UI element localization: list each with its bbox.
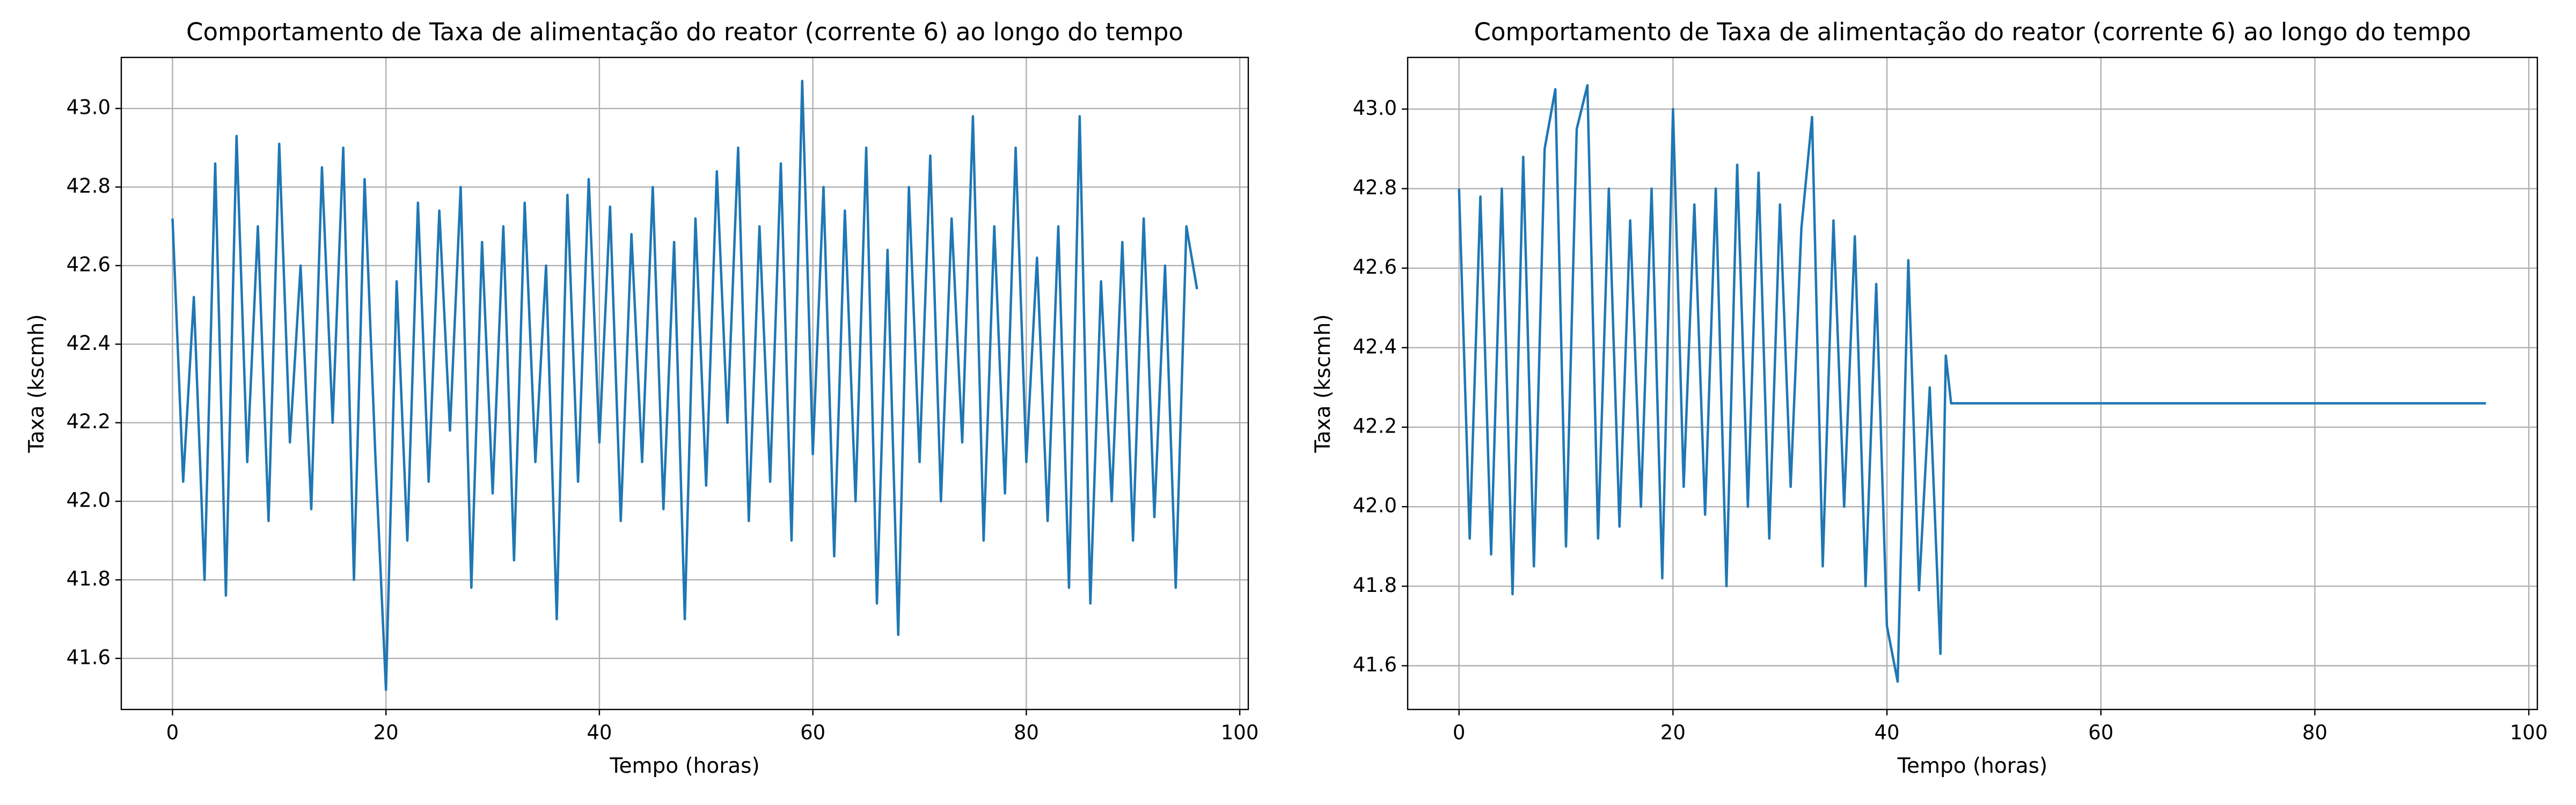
axes-frame: [1407, 56, 2538, 711]
x-tick-label: 0: [1453, 721, 1466, 744]
chart-title: Comportamento de Taxa de alimentação do …: [1474, 18, 2471, 46]
x-axis-label: Tempo (horas): [609, 754, 759, 778]
y-axis-label: Taxa (kscmh): [25, 314, 49, 453]
axes-frame: [120, 56, 1249, 711]
x-tick-label: 60: [800, 721, 825, 744]
y-tick-label: 43.0: [67, 96, 111, 119]
x-tick-label: 80: [1014, 721, 1039, 744]
y-tick-label: 42.8: [67, 174, 111, 197]
y-tick-label: 42.0: [1353, 494, 1397, 517]
y-tick-label: 41.8: [67, 567, 111, 590]
x-tick-label: 40: [1874, 721, 1899, 744]
y-tick-label: 42.8: [1353, 176, 1397, 199]
y-tick-label: 42.6: [67, 253, 111, 276]
y-tick-label: 42.2: [1353, 414, 1397, 437]
y-tick-label: 41.6: [67, 646, 111, 669]
y-tick-label: 42.4: [1353, 335, 1397, 358]
y-axis-label: Taxa (kscmh): [1311, 314, 1335, 453]
y-tick-label: 43.0: [1353, 97, 1397, 120]
x-tick-label: 100: [1221, 721, 1259, 744]
x-tick-label: 100: [2510, 721, 2548, 744]
y-tick-label: 42.2: [67, 410, 111, 433]
x-tick-label: 80: [2302, 721, 2328, 744]
y-tick-label: 42.6: [1353, 255, 1397, 279]
data-line: [1458, 84, 2486, 683]
x-tick-label: 20: [1660, 721, 1686, 744]
x-tick-label: 20: [374, 721, 399, 744]
chart-title: Comportamento de Taxa de alimentação do …: [186, 18, 1183, 46]
y-tick-label: 41.6: [1353, 653, 1397, 676]
y-tick-label: 42.4: [67, 332, 111, 355]
y-tick-label: 42.0: [67, 489, 111, 512]
x-tick-label: 60: [2088, 721, 2113, 744]
data-line: [171, 79, 1198, 691]
x-tick-label: 0: [166, 721, 179, 744]
x-tick-label: 40: [587, 721, 612, 744]
y-tick-label: 41.8: [1353, 574, 1397, 597]
x-axis-label: Tempo (horas): [1897, 754, 2047, 778]
